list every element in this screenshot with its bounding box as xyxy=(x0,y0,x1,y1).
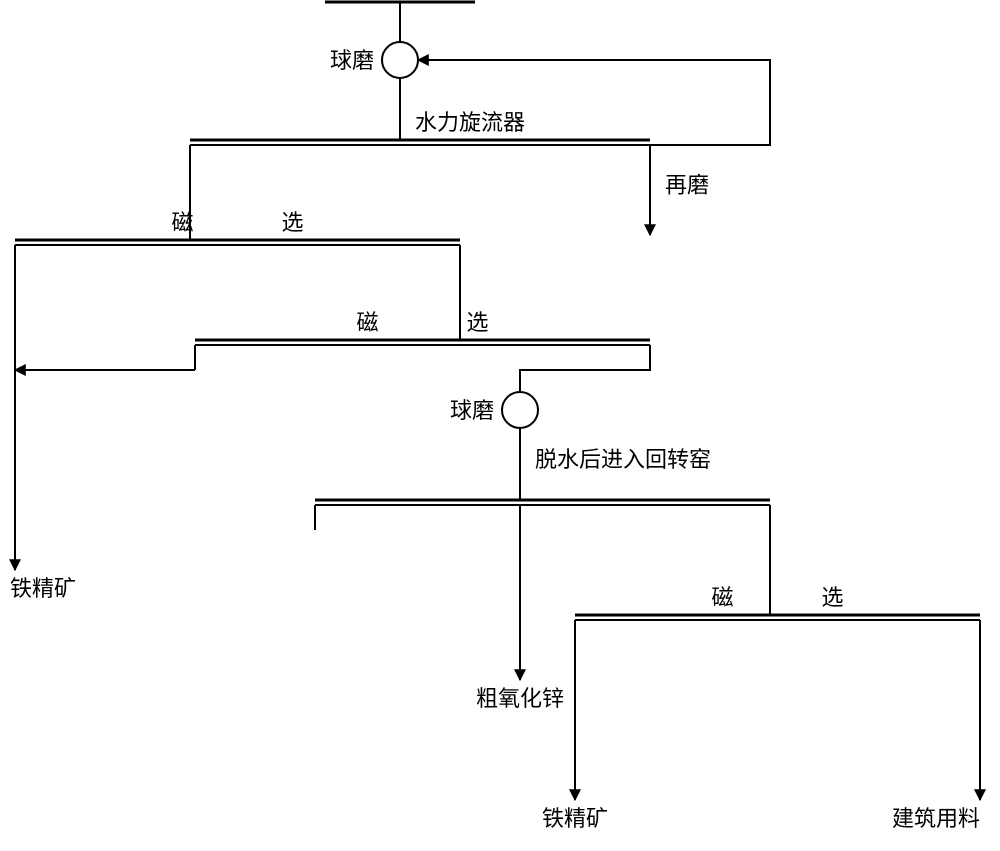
construction-material-label: 建筑用料 xyxy=(892,806,980,831)
mag3-right-label: 选 xyxy=(821,585,843,610)
mag2-to-ballmill2 xyxy=(520,345,650,392)
ball-mill-2-label: 球磨 xyxy=(450,398,494,423)
ball-mill-2-icon xyxy=(502,392,538,428)
iron-concentrate-1-label: 铁精矿 xyxy=(10,576,76,601)
mag2-left-label: 磁 xyxy=(356,310,378,335)
ball-mill-1-label: 球磨 xyxy=(330,48,374,73)
hydrocyclone-label: 水力旋流器 xyxy=(415,110,525,135)
rotary-kiln-label: 脱水后进入回转窑 xyxy=(535,447,711,472)
mag1-right-label: 选 xyxy=(281,210,303,235)
ball-mill-1-icon xyxy=(382,42,418,78)
iron-concentrate-2-label: 铁精矿 xyxy=(542,806,608,831)
crude-zno-label: 粗氧化锌 xyxy=(476,686,564,711)
mag2-right-label: 选 xyxy=(466,310,488,335)
mag3-left-label: 磁 xyxy=(711,585,733,610)
regrind-label: 再磨 xyxy=(665,173,709,198)
mag1-left-label: 磁 xyxy=(171,210,193,235)
